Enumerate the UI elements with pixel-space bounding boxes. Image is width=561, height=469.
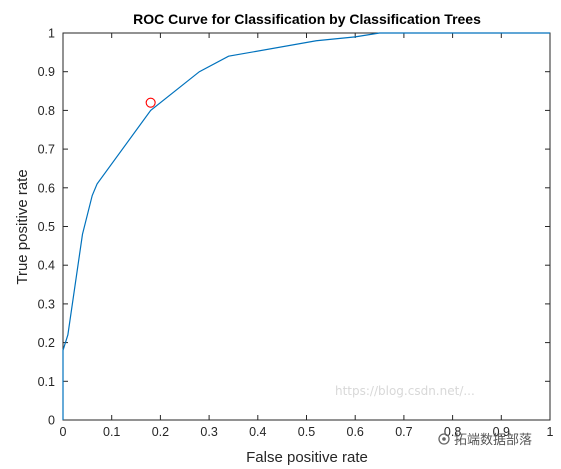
x-tick-label: 0.9 (493, 425, 510, 439)
y-tick-label: 0.3 (38, 297, 55, 311)
plot-area: 0 0.1 0.2 0.3 0.4 0.5 0.6 0.7 0.8 0.9 1 0 0.1 0.2 0.3 0… (38, 27, 554, 440)
roc-curve-line (62, 32, 550, 420)
y-tick-label: 0.2 (38, 336, 55, 350)
x-tick-label: 0.4 (249, 425, 266, 439)
x-axis-label: False positive rate (246, 449, 368, 466)
y-tick-label: 0.1 (38, 375, 55, 389)
operating-point-marker (145, 97, 156, 108)
watermark-logo-icon (438, 433, 450, 445)
x-tick-label: 0.2 (152, 425, 169, 439)
y-tick-label: 1 (48, 27, 55, 41)
watermark-brand-text: 拓端数据部落 (454, 433, 532, 448)
x-tick-label: 0.6 (347, 425, 364, 439)
plot-frame (62, 32, 551, 421)
y-tick-label: 0.4 (38, 259, 55, 273)
x-tick-label: 1 (547, 425, 554, 439)
y-tick-label: 0.8 (38, 104, 55, 118)
x-tick-label: 0.1 (103, 425, 120, 439)
x-tick-label: 0.3 (200, 425, 217, 439)
watermark: 拓端数据部落 (438, 433, 532, 448)
x-tick-label: 0 (60, 425, 67, 439)
y-axis-label: True positive rate (14, 169, 31, 284)
watermark-faint-text: https://blog.csdn.net/... (335, 384, 475, 398)
chart-title: ROC Curve for Classification by Classifi… (133, 11, 481, 27)
y-tick-label: 0.6 (38, 181, 55, 195)
x-tick-label: 0.5 (298, 425, 315, 439)
y-tick-label: 0.5 (38, 220, 55, 234)
y-tick-label: 0.9 (38, 65, 55, 79)
y-tick-label: 0 (48, 414, 55, 428)
x-tick-label: 0.7 (395, 425, 412, 439)
y-tick-label: 0.7 (38, 143, 55, 157)
